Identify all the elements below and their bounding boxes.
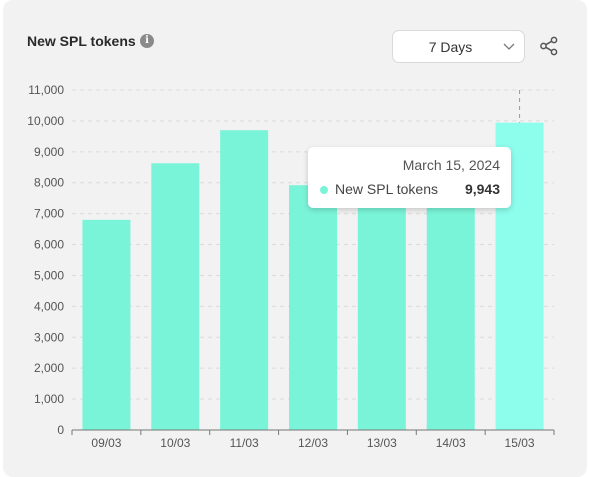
- x-tick-label: 11/03: [230, 436, 259, 450]
- bar-13-03[interactable]: [357, 181, 406, 430]
- y-tick-label: 5,000: [34, 268, 64, 282]
- x-tick-label: 10/03: [160, 436, 190, 450]
- y-tick-label: 9,000: [34, 145, 64, 159]
- tooltip-value: 9,943: [464, 181, 500, 197]
- y-tick-label: 11,000: [28, 83, 64, 97]
- x-tick-label: 13/03: [367, 436, 397, 450]
- y-tick-label: 4,000: [34, 299, 64, 313]
- x-tick-label: 14/03: [436, 436, 466, 450]
- share-icon[interactable]: [539, 36, 559, 56]
- y-tick-label: 2,000: [34, 361, 64, 375]
- series-color-dot: [320, 186, 328, 194]
- chevron-down-icon: [503, 43, 515, 50]
- tooltip-date: March 15, 2024: [402, 157, 500, 173]
- x-tick-label: 15/03: [505, 436, 535, 450]
- time-range-value: 7 Days: [428, 39, 473, 55]
- y-tick-label: 0: [57, 423, 64, 437]
- tooltip-series-name: New SPL tokens: [335, 181, 438, 197]
- y-tick-labels: 0 1,000 2,000 3,000 4,000 5,000 6,000 7,000 8,00…: [27, 83, 64, 437]
- y-tick-label: 10,000: [27, 114, 64, 128]
- bar-11-03[interactable]: [220, 130, 269, 430]
- y-tick-label: 7,000: [34, 207, 64, 221]
- y-tick-label: 3,000: [34, 330, 64, 344]
- axes: [71, 429, 555, 435]
- bars: [82, 90, 544, 431]
- x-tick-label: 12/03: [298, 436, 328, 450]
- y-tick-label: 6,000: [34, 238, 64, 252]
- x-tick-labels: 09/03 10/03 11/03 12/03 13/03 14/03 15/03: [91, 436, 534, 450]
- chart-tooltip: March 15, 2024 New SPL tokens 9,943: [308, 147, 511, 208]
- x-tick-label: 09/03: [91, 436, 121, 450]
- bar-10-03[interactable]: [151, 163, 200, 430]
- time-range-select[interactable]: 7 Days: [392, 30, 525, 63]
- bar-14-03[interactable]: [426, 179, 475, 430]
- info-icon[interactable]: i: [140, 34, 154, 48]
- bar-12-03[interactable]: [289, 185, 337, 430]
- bar-09-03[interactable]: [82, 219, 131, 430]
- y-tick-label: 1,000: [34, 392, 64, 406]
- chart-title: New SPL tokens: [27, 33, 136, 49]
- y-tick-label: 8,000: [34, 176, 64, 190]
